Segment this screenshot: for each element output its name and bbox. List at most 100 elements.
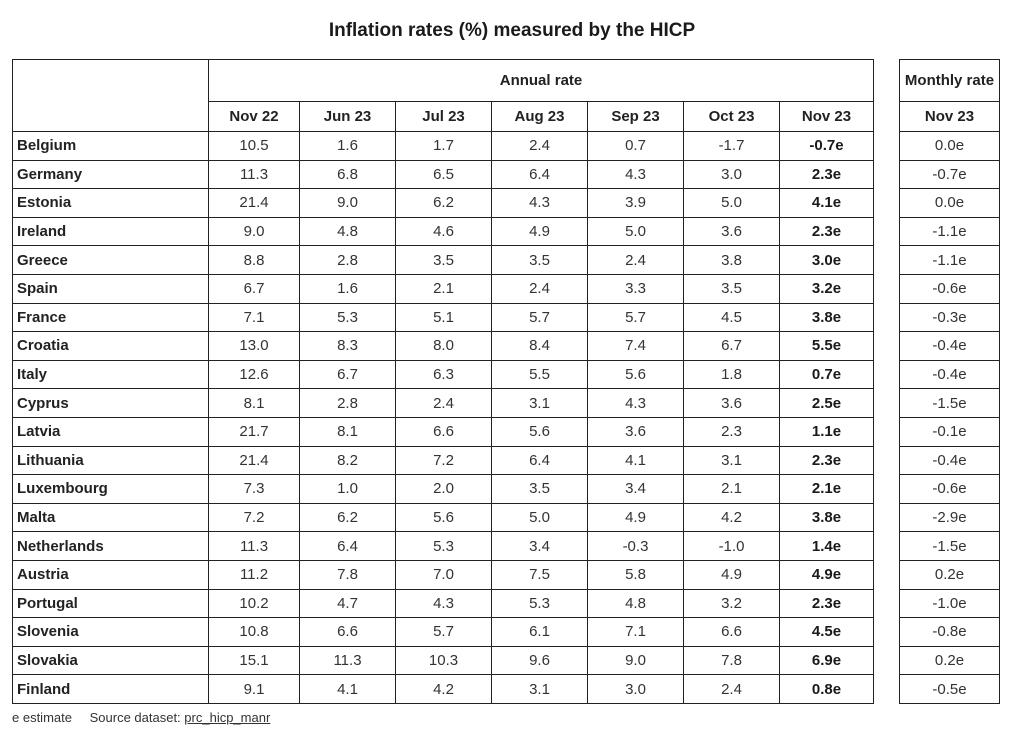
table-footer: e estimate Source dataset: prc_hicp_manr: [12, 710, 270, 725]
annual-rate-cell: 3.5: [491, 474, 588, 504]
annual-rate-cell: 1.6: [299, 131, 396, 161]
table-row: Lithuania 21.4 8.2 7.2 6.4 4.1 3.1 2.3e: [12, 445, 874, 476]
annual-rate-cell: 3.5: [491, 245, 588, 275]
annual-column-header: Sep 23: [587, 101, 684, 132]
table-row: Portugal 10.2 4.7 4.3 5.3 4.8 3.2 2.3e: [12, 588, 874, 619]
annual-rate-cell: 9.1: [208, 674, 300, 704]
annual-rate-cell: 5.1: [395, 302, 492, 333]
annual-rate-cell: 10.8: [208, 617, 300, 647]
country-name: Malta: [12, 502, 209, 533]
annual-rate-cell: 6.4: [491, 159, 588, 190]
monthly-rate-cell: -0.6e: [899, 273, 1000, 304]
annual-rate-cell: 3.0: [683, 159, 780, 190]
annual-rate-cell: 6.9e: [779, 645, 874, 676]
annual-rate-cell: 7.8: [683, 645, 780, 676]
annual-rate-cell: 9.0: [587, 645, 684, 676]
annual-rate-cell: 1.7: [395, 131, 492, 161]
annual-rate-cell: 4.3: [491, 188, 588, 218]
annual-rate-cell: 0.8e: [779, 674, 874, 704]
monthly-row: -0.4e: [899, 331, 1000, 361]
annual-column-header: Jun 23: [299, 101, 396, 132]
annual-rate-cell: 11.3: [208, 159, 300, 190]
table-row: Germany 11.3 6.8 6.5 6.4 4.3 3.0 2.3e: [12, 159, 874, 190]
table-row: Malta 7.2 6.2 5.6 5.0 4.9 4.2 3.8e: [12, 502, 874, 533]
monthly-row: -0.4e: [899, 445, 1000, 476]
annual-rate-cell: 2.3e: [779, 159, 874, 190]
country-name: Latvia: [12, 416, 209, 447]
monthly-row: -2.9e: [899, 502, 1000, 533]
annual-rate-cell: 4.9: [491, 216, 588, 247]
annual-rate-cell: 4.1: [587, 445, 684, 476]
annual-rate-cell: 8.1: [299, 416, 396, 447]
monthly-rate-table: Monthly rate Nov 23 0.0e -0.7e 0.0e -1.1e -1…: [899, 59, 1000, 704]
monthly-rate-cell: -0.3e: [899, 302, 1000, 333]
annual-rate-cell: 5.3: [395, 531, 492, 561]
annual-rate-cell: 8.2: [299, 445, 396, 476]
annual-rate-cell: 3.5: [395, 245, 492, 275]
table-row: Luxembourg 7.3 1.0 2.0 3.5 3.4 2.1 2.1e: [12, 474, 874, 504]
annual-rate-cell: 6.6: [683, 617, 780, 647]
table-row: Cyprus 8.1 2.8 2.4 3.1 4.3 3.6 2.5e: [12, 388, 874, 418]
annual-rate-cell: 21.4: [208, 188, 300, 218]
monthly-row: -1.1e: [899, 245, 1000, 275]
country-name: Slovenia: [12, 617, 209, 647]
annual-rate-cell: 3.2e: [779, 273, 874, 304]
country-name: Netherlands: [12, 531, 209, 561]
table-row: Greece 8.8 2.8 3.5 3.5 2.4 3.8 3.0e: [12, 245, 874, 275]
annual-rate-cell: 6.4: [299, 531, 396, 561]
annual-rate-cell: 12.6: [208, 359, 300, 390]
annual-rate-cell: 5.5: [491, 359, 588, 390]
country-name: Belgium: [12, 131, 209, 161]
annual-rate-table: Annual rate Nov 22 Jun 23 Jul 23 Aug 23 Sep …: [12, 59, 874, 704]
country-name: Slovakia: [12, 645, 209, 676]
country-name: Estonia: [12, 188, 209, 218]
table-row: Ireland 9.0 4.8 4.6 4.9 5.0 3.6 2.3e: [12, 216, 874, 247]
annual-rate-cell: 9.0: [208, 216, 300, 247]
annual-column-header: Jul 23: [395, 101, 492, 132]
annual-rate-cell: 5.7: [491, 302, 588, 333]
monthly-row: -0.8e: [899, 617, 1000, 647]
annual-rate-cell: 6.8: [299, 159, 396, 190]
annual-rate-cell: 3.6: [683, 216, 780, 247]
table-row: Finland 9.1 4.1 4.2 3.1 3.0 2.4 0.8e: [12, 674, 874, 704]
annual-rate-cell: 2.1e: [779, 474, 874, 504]
monthly-rate-cell: -0.7e: [899, 159, 1000, 190]
source-dataset-link[interactable]: prc_hicp_manr: [184, 710, 271, 725]
annual-rate-cell: 2.3e: [779, 588, 874, 619]
monthly-row: -1.5e: [899, 531, 1000, 561]
annual-rate-cell: 4.9e: [779, 559, 874, 590]
annual-rate-cell: 8.1: [208, 388, 300, 418]
country-name: Luxembourg: [12, 474, 209, 504]
annual-rate-cell: 5.3: [299, 302, 396, 333]
table-row: Slovakia 15.1 11.3 10.3 9.6 9.0 7.8 6.9e: [12, 645, 874, 676]
monthly-rate-cell: -0.6e: [899, 474, 1000, 504]
annual-rate-cell: 4.2: [395, 674, 492, 704]
annual-rate-cell: 6.5: [395, 159, 492, 190]
annual-rate-cell: 6.2: [395, 188, 492, 218]
annual-rate-cell: 5.7: [587, 302, 684, 333]
annual-rate-cell: 5.6: [587, 359, 684, 390]
country-name: Lithuania: [12, 445, 209, 476]
monthly-rate-cell: -0.4e: [899, 331, 1000, 361]
annual-rate-cell: 4.3: [587, 388, 684, 418]
annual-rate-cell: 2.1: [395, 273, 492, 304]
annual-rate-cell: 3.1: [683, 445, 780, 476]
monthly-rate-cell: -1.5e: [899, 531, 1000, 561]
annual-rate-cell: 3.4: [587, 474, 684, 504]
source-label: Source dataset:: [89, 710, 181, 725]
monthly-row: -0.5e: [899, 674, 1000, 704]
monthly-rate-cell: -1.0e: [899, 588, 1000, 619]
monthly-row: 0.0e: [899, 188, 1000, 218]
annual-rate-cell: 3.8e: [779, 502, 874, 533]
annual-rate-cell: 21.4: [208, 445, 300, 476]
annual-rate-cell: 2.4: [395, 388, 492, 418]
annual-rate-cell: 5.7: [395, 617, 492, 647]
annual-rate-cell: 11.2: [208, 559, 300, 590]
annual-rate-cell: 13.0: [208, 331, 300, 361]
annual-rate-cell: 4.8: [299, 216, 396, 247]
monthly-rate-header: Monthly rate: [899, 59, 1000, 102]
country-header-blank: [12, 59, 209, 132]
annual-rate-cell: 1.1e: [779, 416, 874, 447]
annual-rate-cell: 4.2: [683, 502, 780, 533]
annual-rate-cell: 3.8e: [779, 302, 874, 333]
